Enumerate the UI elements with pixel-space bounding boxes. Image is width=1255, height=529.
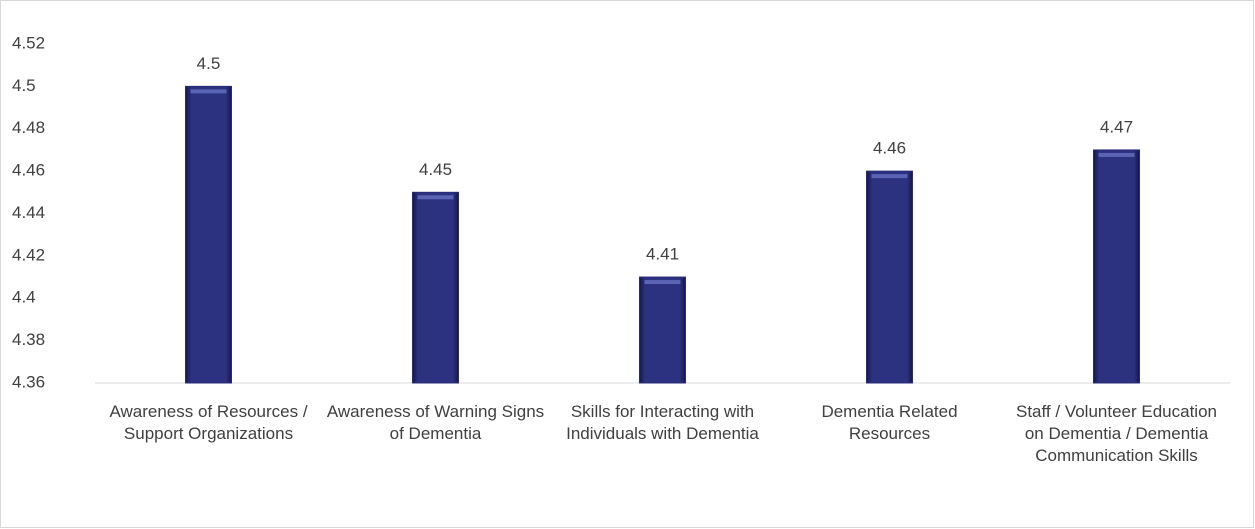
y-tick-label: 4.44 <box>12 203 45 222</box>
value-label: 4.45 <box>419 160 452 179</box>
x-tick-label: Staff / Volunteer Education on Dementia … <box>1016 402 1217 465</box>
bar <box>639 276 686 384</box>
value-label: 4.46 <box>873 139 906 158</box>
y-tick-label: 4.52 <box>12 33 45 52</box>
y-tick-label: 4.4 <box>12 288 36 307</box>
x-tick-label: Skills for Interacting with Individuals … <box>566 402 759 443</box>
y-tick-label: 4.5 <box>12 76 36 95</box>
bar <box>412 191 459 384</box>
bar-highlight <box>417 195 454 200</box>
bar <box>185 85 232 384</box>
y-tick-label: 4.42 <box>12 245 45 264</box>
bar <box>866 170 913 384</box>
x-tick-label: Awareness of Resources / Support Organiz… <box>109 402 308 443</box>
bar-highlight <box>871 174 908 179</box>
y-tick-label: 4.38 <box>12 330 45 349</box>
y-tick-label: 4.36 <box>12 372 45 391</box>
value-label: 4.41 <box>646 245 679 264</box>
y-tick-label: 4.46 <box>12 161 45 180</box>
bar-highlight <box>1098 152 1135 157</box>
bar-highlight <box>644 280 681 285</box>
y-tick-label: 4.48 <box>12 118 45 137</box>
value-label: 4.5 <box>197 54 221 73</box>
bar-highlight <box>190 89 227 94</box>
x-tick-label: Awareness of Warning Signs of Dementia <box>326 402 545 443</box>
value-label: 4.47 <box>1100 117 1133 136</box>
bar <box>1093 149 1140 384</box>
x-tick-label: Dementia Related Resources <box>821 402 958 443</box>
